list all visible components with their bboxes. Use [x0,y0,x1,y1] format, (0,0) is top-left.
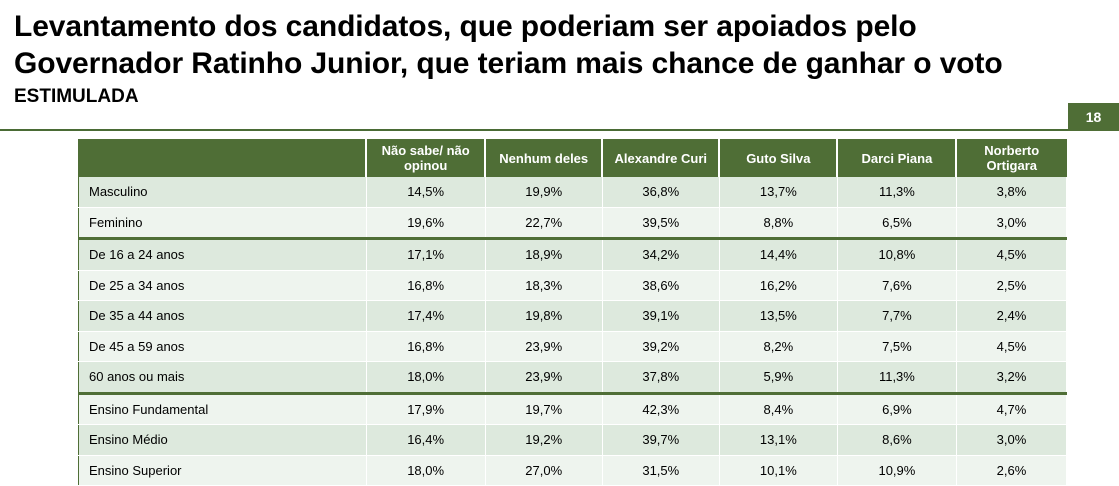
table-cell: 14,4% [719,237,838,271]
table-row: Ensino Médio 16,4% 19,2% 39,7% 13,1% 8,6% 3,0% [78,424,1068,456]
table-cell: 5,9% [719,361,838,394]
table-cell: 7,7% [837,300,957,332]
row-label: Ensino Médio [78,424,367,456]
table-cell: 10,8% [837,237,957,271]
table-cell: 2,4% [956,300,1068,332]
table-cell: 3,8% [956,177,1068,208]
row-label: Masculino [78,177,367,208]
table-cell: 6,5% [837,207,957,239]
header-norberto-ortigara: Norberto Ortigara [956,139,1067,177]
table-cell: 7,5% [837,331,957,362]
table-cell: 13,7% [719,177,838,208]
table-cell: 3,0% [956,207,1068,239]
table-cell: 3,2% [956,361,1068,394]
table-cell: 19,7% [485,391,603,425]
table-cell: 14,5% [366,177,486,208]
table-cell: 3,0% [956,424,1068,456]
table-cell: 13,5% [719,300,838,332]
header-darci-piana: Darci Piana [837,139,958,177]
table-cell: 11,3% [837,177,957,208]
table-cell: 38,6% [602,270,720,301]
table-row: Masculino 14,5% 19,9% 36,8% 13,7% 11,3% 3,8% [78,177,1068,208]
table-cell: 13,1% [719,424,838,456]
title-line-1: Levantamento dos candidatos, que poderia… [14,10,917,43]
table-cell: 37,8% [602,361,720,394]
title-line-2: Governador Ratinho Junior, que teriam ma… [14,47,1003,80]
header-alexandre-curi: Alexandre Curi [602,139,721,177]
table-cell: 19,8% [485,300,603,332]
table-cell: 16,2% [719,270,838,301]
row-label: De 25 a 34 anos [78,270,367,301]
table-header-row: Não sabe/ não opinou Nenhum deles Alexan… [78,139,1067,177]
header-nao-sabe: Não sabe/ não opinou [366,139,487,177]
page-subtitle: ESTIMULADA [14,86,139,107]
table-cell: 8,8% [719,207,838,239]
table-cell: 2,5% [956,270,1068,301]
row-label: De 45 a 59 anos [78,331,367,362]
table-cell: 17,1% [366,237,486,271]
table-cell: 39,2% [602,331,720,362]
row-label: De 35 a 44 anos [78,300,367,332]
table-cell: 17,4% [366,300,486,332]
table-row: 60 anos ou mais 18,0% 23,9% 37,8% 5,9% 11,3% 3… [78,361,1068,394]
table-row: De 16 a 24 anos 17,1% 18,9% 34,2% 14,4% 10,8%… [78,237,1068,271]
header-nenhum: Nenhum deles [485,139,604,177]
table-cell: 19,9% [485,177,603,208]
table-cell: 16,8% [366,270,486,301]
table-cell: 39,5% [602,207,720,239]
table-cell: 19,6% [366,207,486,239]
table-cell: 18,0% [366,361,486,394]
page-title: Levantamento dos candidatos, que poderia… [14,8,1094,82]
table-cell: 34,2% [602,237,720,271]
header-guto-silva: Guto Silva [719,139,839,177]
table-cell: 23,9% [485,331,603,362]
table-row: Ensino Fundamental 17,9% 19,7% 42,3% 8,4% 6,9… [78,391,1068,425]
table-cell: 8,2% [719,331,838,362]
table-cell: 8,4% [719,391,838,425]
table-cell: 17,9% [366,391,486,425]
table-cell: 18,9% [485,237,603,271]
table-row: De 35 a 44 anos 17,4% 19,8% 39,1% 13,5% 7,7% 2… [78,300,1068,332]
table-cell: 16,8% [366,331,486,362]
table-cell: 36,8% [602,177,720,208]
table-row: De 45 a 59 anos 16,8% 23,9% 39,2% 8,2% 7,5% 4,… [78,331,1068,362]
results-table: Não sabe/ não opinou Nenhum deles Alexan… [78,139,1068,486]
row-label: De 16 a 24 anos [78,237,367,271]
table-cell: 4,5% [956,331,1068,362]
table-cell: 39,7% [602,424,720,456]
table-cell: 8,6% [837,424,957,456]
table-row: De 25 a 34 anos 16,8% 18,3% 38,6% 16,2% 7,6% 2… [78,270,1068,301]
table-cell: 7,6% [837,270,957,301]
header-divider [0,129,1068,131]
row-label: Feminino [78,207,367,239]
row-label: 60 anos ou mais [78,361,367,394]
table-row: Feminino 19,6% 22,7% 39,5% 8,8% 6,5% 3,0% [78,207,1068,239]
header-corner [78,139,368,177]
table-cell: 6,9% [837,391,957,425]
row-label: Ensino Fundamental [78,391,367,425]
table-cell: 42,3% [602,391,720,425]
table-cell: 39,1% [602,300,720,332]
table-cell: 23,9% [485,361,603,394]
table-cell: 4,7% [956,391,1068,425]
table-cell: 19,2% [485,424,603,456]
table-cell: 16,4% [366,424,486,456]
table-cell: 18,3% [485,270,603,301]
table-cell: 4,5% [956,237,1068,271]
table-cell: 22,7% [485,207,603,239]
table-cell: 11,3% [837,361,957,394]
page-number-badge: 18 [1068,103,1119,131]
